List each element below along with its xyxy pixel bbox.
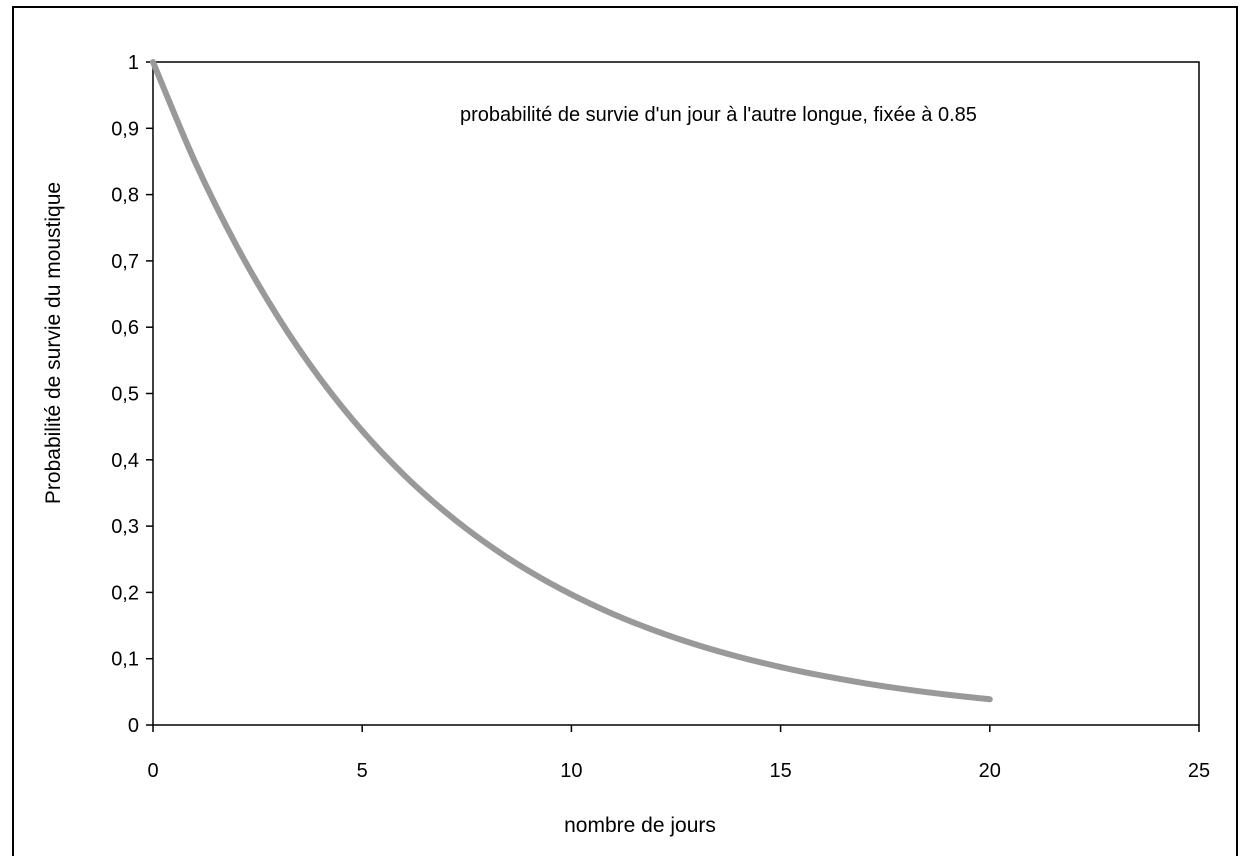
survival-curve	[150, 59, 993, 703]
y-tick-label: 0,1	[111, 649, 139, 671]
y-tick-label: 0,8	[111, 185, 139, 207]
chart-annotation: probabilité de survie d'un jour à l'autr…	[460, 104, 977, 126]
x-axis-title: nombre de jours	[564, 814, 716, 837]
y-tick-label: 0,4	[111, 450, 139, 472]
y-tick-label: 0,9	[111, 118, 139, 140]
y-tick-label: 0	[128, 715, 139, 737]
x-tick-label: 20	[979, 760, 1001, 782]
plot-area	[152, 61, 1200, 726]
chart-frame	[12, 6, 1238, 856]
y-tick-label: 0,5	[111, 384, 139, 406]
y-axis-ticks: 0 0,1 0,2 0,3 0,4 0,5 0,6 0,7 0,8 0,9 1	[111, 52, 153, 737]
y-tick-label: 0,3	[111, 516, 139, 538]
y-tick-label: 0,7	[111, 251, 139, 273]
x-tick-label: 0	[147, 760, 158, 782]
x-tick-label: 10	[560, 760, 582, 782]
x-tick-label: 5	[357, 760, 368, 782]
y-tick-label: 0,6	[111, 317, 139, 339]
x-tick-label: 25	[1188, 760, 1210, 782]
y-tick-label: 0,2	[111, 582, 139, 604]
y-axis-title: Probabilité de survie du moustique	[42, 182, 65, 504]
y-tick-label: 1	[128, 52, 139, 74]
x-tick-label: 15	[769, 760, 791, 782]
x-axis-ticks: 0 5 10 15 20 25	[147, 725, 1210, 782]
